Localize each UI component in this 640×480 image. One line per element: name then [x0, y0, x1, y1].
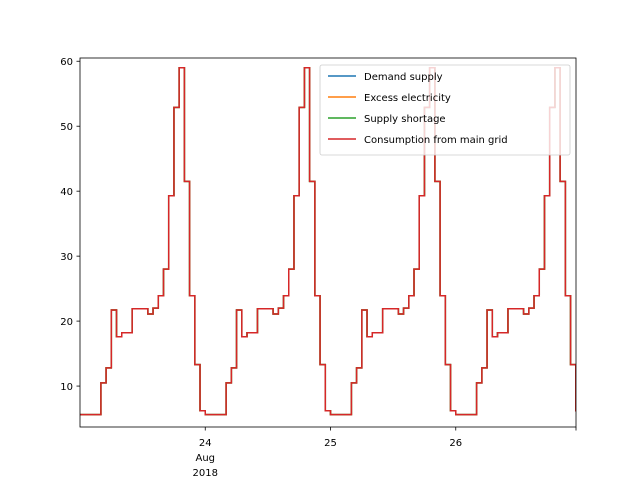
x-tick-label-2-0: 26: [449, 438, 462, 449]
y-tick-label-3: 40: [60, 187, 73, 198]
axes: 10 20 30 40 50 60 24 Aug 2018 25 26: [60, 57, 577, 479]
series-line-3: [80, 66, 576, 416]
legend-label-1: Excess electricity: [364, 93, 451, 104]
axes-frame: [79, 57, 577, 428]
legend-label-2: Supply shortage: [364, 114, 446, 125]
x-tick-label-0-1: Aug: [195, 453, 215, 464]
legend-box: [319, 64, 571, 156]
y-tick-label-5: 60: [60, 57, 73, 68]
x-tick-label-1-0: 25: [324, 438, 337, 449]
legend-label-3: Consumption from main grid: [364, 135, 508, 146]
legend-label-0: Demand supply: [364, 72, 443, 83]
x-tick-label-0-2: 2018: [193, 468, 218, 479]
plot-area: [80, 66, 576, 416]
y-tick-label-0: 10: [60, 382, 73, 393]
x-tick-label-0-0: 24: [199, 438, 212, 449]
y-tick-label-1: 20: [60, 317, 73, 328]
legend: Demand supply Excess electricity Supply sh…: [319, 64, 571, 156]
y-tick-label-4: 50: [60, 122, 73, 133]
y-tick-label-2: 30: [60, 252, 73, 263]
